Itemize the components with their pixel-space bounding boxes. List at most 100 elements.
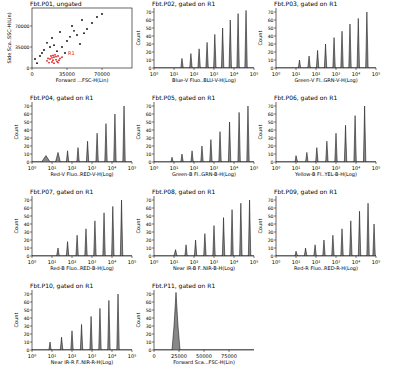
- event-point: [101, 13, 103, 15]
- y-tick: [274, 154, 276, 155]
- plot-area: [276, 12, 376, 68]
- y-tick: [274, 20, 276, 21]
- y-tick-label: 20: [146, 50, 152, 55]
- event-point: [50, 55, 52, 57]
- event-point: [51, 37, 53, 39]
- event-point: [53, 62, 55, 64]
- y-tick-label: 70000: [15, 24, 30, 29]
- panel: Fbt.P03, gated on R110⁰10¹10²10³10⁴10⁵01…: [257, 0, 380, 84]
- y-tick-label: 0: [27, 160, 30, 165]
- y-label: Count: [257, 219, 263, 234]
- y-tick-label: 20: [24, 238, 30, 243]
- event-point: [58, 59, 60, 61]
- panel: Fbt.P09, gated on R110⁰10¹10²10³10⁴10⁵01…: [257, 188, 380, 272]
- y-tick-label: 20: [146, 238, 152, 243]
- x-tick-label: 10⁴: [352, 259, 360, 265]
- event-point: [46, 60, 48, 62]
- y-label: Count: [257, 125, 263, 140]
- y-tick: [30, 122, 32, 123]
- event-point: [59, 31, 61, 33]
- y-tick: [152, 146, 154, 147]
- y-tick-label: 10: [146, 340, 152, 345]
- plot-area: [154, 10, 254, 68]
- y-tick: [274, 200, 276, 201]
- x-tick-label: 10⁵: [250, 259, 258, 265]
- y-tick-label: 10: [268, 246, 274, 251]
- plot-area: [32, 294, 132, 350]
- y-tick-label: 30: [24, 324, 30, 329]
- y-tick-label: 50: [146, 26, 152, 31]
- y-axis: [154, 102, 155, 162]
- y-tick-label: 30: [146, 230, 152, 235]
- x-tick-label: 10⁵: [372, 259, 380, 265]
- y-tick: [152, 36, 154, 37]
- y-tick-label: 35000: [15, 45, 30, 50]
- histogram-area: [32, 106, 132, 162]
- x-label: Green-V Fl..GRN-V-H(Log): [294, 77, 357, 84]
- event-point: [53, 44, 55, 46]
- x-label: Near IR-R F..NIR-R-H(Log): [51, 359, 113, 366]
- panel: Fbt.P05, gated on R110⁰10¹10²10³10⁴10⁵01…: [135, 94, 258, 178]
- y-tick-label: 0: [271, 66, 274, 71]
- event-point: [73, 30, 75, 32]
- y-tick-label: 60: [268, 18, 274, 23]
- x-tick-label: 10⁵: [128, 165, 136, 171]
- y-tick-label: 10: [146, 246, 152, 251]
- y-tick: [152, 44, 154, 45]
- panel: Fbt.P04, gated on R110⁰10¹10²10³10⁴10⁵01…: [13, 94, 136, 178]
- y-tick-label: 10: [24, 152, 30, 157]
- event-point: [64, 52, 66, 54]
- y-tick-label: 40: [24, 316, 30, 321]
- y-label: Count: [135, 219, 141, 234]
- y-tick: [30, 256, 32, 257]
- y-tick-label: 60: [268, 206, 274, 211]
- x-label: Red-V Fluo..RED-V-H(Log): [50, 171, 113, 178]
- event-point: [46, 42, 48, 44]
- y-tick: [30, 47, 32, 48]
- plot-area: [32, 200, 132, 256]
- y-tick: [30, 208, 32, 209]
- x-tick-label: 10⁴: [352, 165, 360, 171]
- y-tick-label: 20: [268, 238, 274, 243]
- plot-area: [154, 106, 254, 162]
- title: Fbt.P01, ungated: [30, 0, 82, 8]
- y-tick-label: 50: [268, 214, 274, 219]
- y-label: Count: [135, 313, 141, 328]
- event-point: [81, 19, 83, 21]
- y-tick: [274, 130, 276, 131]
- y-tick-label: 30: [24, 136, 30, 141]
- y-tick: [274, 232, 276, 233]
- y-tick-label: 20: [268, 50, 274, 55]
- x-tick-label: 50000: [196, 353, 212, 359]
- y-tick: [152, 232, 154, 233]
- y-tick: [274, 68, 276, 69]
- x-label: Red-B Fluo..RED-B-H(Log): [50, 265, 114, 272]
- y-tick-label: 10: [146, 58, 152, 63]
- plot-area: [154, 292, 254, 350]
- y-tick: [152, 20, 154, 21]
- x-tick-label: 10¹: [170, 259, 178, 265]
- panel: Fbt.P11, gated on R102500050000750000102…: [135, 282, 254, 365]
- x-tick-label: 10²: [312, 259, 320, 265]
- y-tick: [30, 302, 32, 303]
- y-tick-label: 40: [146, 222, 152, 227]
- x-tick-label: 10⁰: [28, 259, 36, 265]
- y-tick-label: 60: [146, 206, 152, 211]
- y-tick: [152, 138, 154, 139]
- y-tick: [274, 106, 276, 107]
- x-tick-label: 10¹: [292, 165, 300, 171]
- x-tick-label: 10⁴: [108, 353, 116, 359]
- x-label: Yellow-B Fl..YEL-B-H(Log): [294, 171, 357, 178]
- y-tick-label: 70: [24, 198, 30, 203]
- y-tick-label: 40: [268, 222, 274, 227]
- y-tick: [30, 326, 32, 327]
- y-tick-label: 50: [146, 214, 152, 219]
- event-point: [96, 16, 98, 18]
- y-tick: [30, 68, 32, 69]
- event-point: [41, 52, 43, 54]
- y-tick-label: 50: [24, 214, 30, 219]
- y-tick-label: 40: [146, 128, 152, 133]
- x-tick-label: 10¹: [170, 71, 178, 77]
- event-point: [57, 55, 59, 57]
- y-tick-label: 10: [268, 58, 274, 63]
